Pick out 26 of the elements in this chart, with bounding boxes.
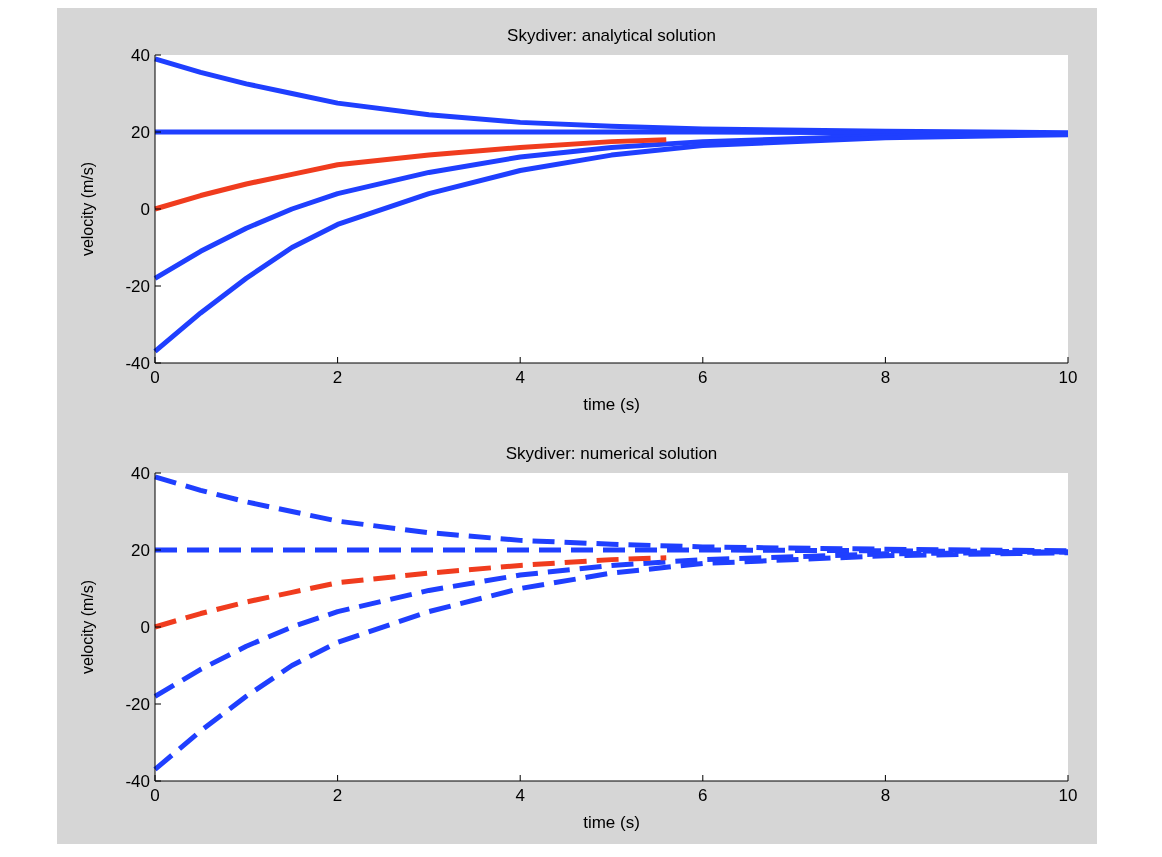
x-tick-label: 8 bbox=[880, 786, 891, 805]
x-tick-label: 2 bbox=[332, 368, 343, 387]
y-axis-title: velocity (m/s) bbox=[79, 579, 96, 675]
x-axis-title: time (s) bbox=[583, 395, 640, 414]
x-tick-label: 10 bbox=[1058, 786, 1078, 805]
x-tick-label: 6 bbox=[698, 786, 708, 805]
y-axis-title: velocity (m/s) bbox=[79, 161, 96, 257]
y-tick-label: 40 bbox=[131, 45, 150, 65]
y-tick-label: 40 bbox=[131, 463, 150, 483]
y-tick-label: 0 bbox=[140, 199, 150, 219]
x-tick-label: 2 bbox=[332, 786, 343, 805]
x-tick-label: 4 bbox=[515, 786, 525, 805]
y-tick-label: 20 bbox=[131, 540, 150, 560]
x-tick-label: 10 bbox=[1058, 368, 1078, 387]
chart-title: Skydiver: numerical solution bbox=[505, 444, 718, 463]
y-tick-label: -40 bbox=[125, 771, 150, 791]
y-tick-label: -20 bbox=[125, 276, 150, 296]
y-tick-label: 0 bbox=[140, 617, 150, 637]
chart-title: Skydiver: analytical solution bbox=[507, 26, 716, 45]
x-axis-title: time (s) bbox=[583, 813, 640, 832]
x-tick-label: 8 bbox=[880, 368, 891, 387]
y-tick-label: -40 bbox=[125, 353, 150, 373]
x-tick-label: 6 bbox=[698, 368, 708, 387]
x-tick-label: 4 bbox=[515, 368, 525, 387]
y-tick-label: -20 bbox=[125, 694, 150, 714]
y-tick-label: 20 bbox=[131, 122, 150, 142]
